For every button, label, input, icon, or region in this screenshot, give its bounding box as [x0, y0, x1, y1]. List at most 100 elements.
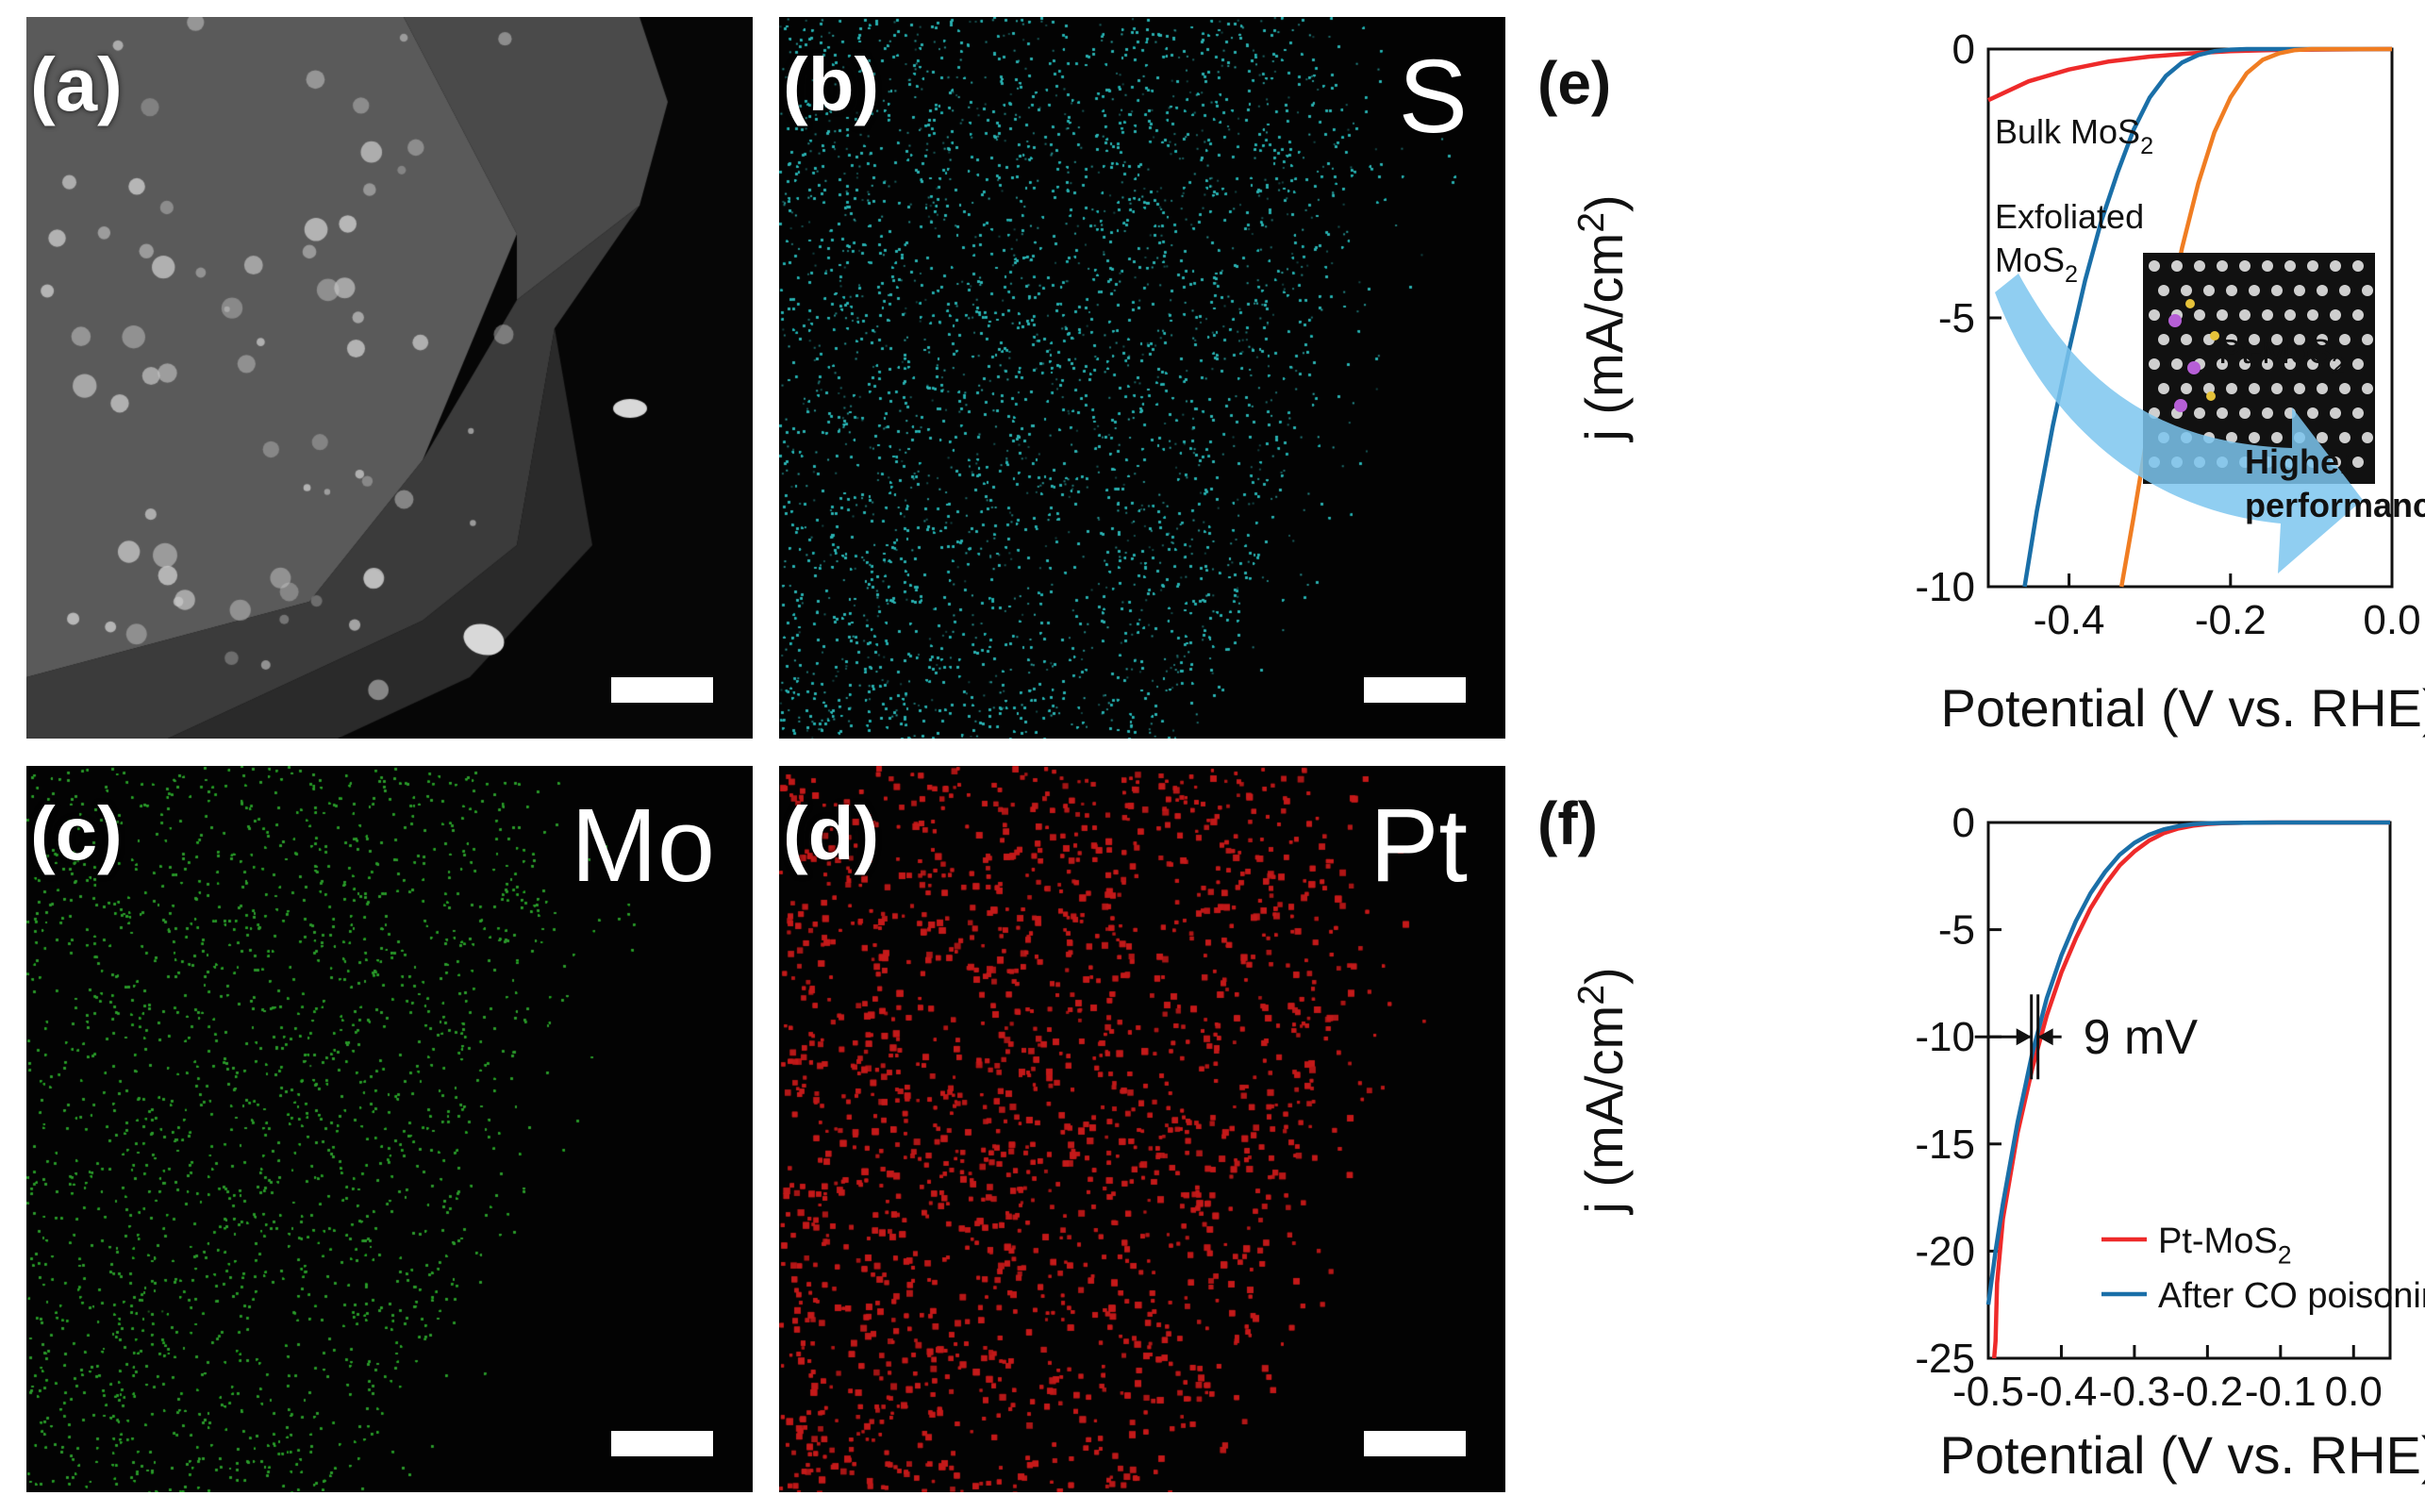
- higher-performance-arrow: [1995, 274, 2363, 573]
- lattice-atom: [2149, 358, 2160, 370]
- lattice-atom: [2249, 334, 2260, 345]
- lattice-atom: [2239, 407, 2251, 419]
- lattice-atom: [2271, 334, 2283, 345]
- label-bulk-mos2: Bulk MoS2: [1995, 112, 2153, 159]
- sem-micrograph: [26, 17, 753, 739]
- x-tick-label: -0.4: [2026, 1369, 2098, 1415]
- lattice-atom: [2294, 383, 2305, 394]
- element-label-pt: Pt: [1370, 788, 1468, 904]
- chart-f-co-poisoning: (f) -0.5 -0.4 -0.3 -0.2 -0.1 0.0 0 -5 -10 -15 -20 -…: [1537, 789, 2425, 1485]
- lattice-atom: [2330, 407, 2341, 419]
- lattice-atom: [2271, 383, 2283, 394]
- y-tick-label: 0: [1952, 800, 1975, 846]
- scale-bar: [1364, 1431, 1466, 1456]
- lattice-atom: [2307, 358, 2318, 370]
- x-tick-label: -0.5: [1952, 1369, 2024, 1415]
- lattice-atom: [2203, 285, 2215, 296]
- lattice-atom: [2339, 334, 2350, 345]
- lattice-atom: [2226, 383, 2237, 394]
- lattice-atom: [2330, 260, 2341, 272]
- sulfur-atom: [2206, 391, 2216, 401]
- label-exfoliated: Exfoliated: [1995, 197, 2144, 236]
- lattice-atom: [2158, 285, 2169, 296]
- y-tick-label: -5: [1938, 907, 1975, 954]
- element-label-s: S: [1398, 39, 1468, 155]
- lattice-atom: [2294, 334, 2305, 345]
- lattice-atom: [2194, 260, 2205, 272]
- lattice-atom: [2149, 260, 2160, 272]
- lattice-atom: [2284, 309, 2296, 321]
- lattice-atom: [2339, 432, 2350, 443]
- lattice-atom: [2262, 407, 2273, 419]
- scale-bar: [1364, 677, 1466, 703]
- lattice-atom: [2339, 383, 2350, 394]
- series-line: [1985, 820, 2390, 1305]
- lattice-atom: [2307, 309, 2318, 321]
- legend-label: Pt-MoS2: [2158, 1221, 2292, 1269]
- panel-label-b: (b): [783, 42, 880, 126]
- sulfur-atom: [2210, 331, 2219, 341]
- x-axis-label: Potential (V vs. RHE): [1939, 1425, 2425, 1485]
- x-tick-label: 0.0: [2363, 597, 2420, 643]
- y-tick-label: -10: [1915, 1014, 1975, 1060]
- x-tick-label: 0.0: [2325, 1369, 2383, 1415]
- pt-atom: [2187, 361, 2201, 374]
- panel-c-mo-map: (c) Mo: [26, 766, 753, 1492]
- x-tick-label: -0.3: [2099, 1369, 2170, 1415]
- arrow-left-head: [2016, 1028, 2032, 1046]
- lattice-atom: [2226, 334, 2237, 345]
- lattice-atom: [2171, 260, 2183, 272]
- lattice-atom: [2330, 358, 2341, 370]
- y-axis-label: j (mA/cm2): [1571, 967, 1634, 1215]
- panel-a-sem-image: (a): [26, 17, 753, 739]
- label-performance: performance: [2245, 486, 2425, 524]
- legend-label: After CO poisoning: [2158, 1276, 2425, 1316]
- lattice-atom: [2307, 407, 2318, 419]
- lattice-atom: [2262, 260, 2273, 272]
- label-pt-mos2: Pt-MoS2: [2218, 332, 2345, 379]
- lattice-atom: [2217, 309, 2228, 321]
- lattice-atom: [2284, 260, 2296, 272]
- panel-d-pt-map: (d) Pt: [779, 766, 1505, 1492]
- lattice-atom: [2362, 383, 2373, 394]
- lattice-atom: [2271, 285, 2283, 296]
- lattice-atom: [2194, 407, 2205, 419]
- y-tick-label: -10: [1915, 564, 1975, 610]
- lattice-atom: [2226, 432, 2237, 443]
- lattice-atom: [2352, 309, 2364, 321]
- lattice-atom: [2239, 260, 2251, 272]
- panel-label-f: (f): [1537, 789, 1598, 857]
- lattice-atom: [2217, 407, 2228, 419]
- lattice-atom: [2158, 334, 2169, 345]
- x-tick-label: -0.1: [2245, 1369, 2317, 1415]
- lattice-atom: [2203, 383, 2215, 394]
- y-axis-label: j (mA/cm2): [1571, 194, 1634, 442]
- lattice-atom: [2271, 432, 2283, 443]
- lattice-atom: [2352, 260, 2364, 272]
- lattice-atom: [2194, 309, 2205, 321]
- lattice-atom: [2352, 407, 2364, 419]
- y-tick-label: -20: [1915, 1228, 1975, 1274]
- panel-label-a: (a): [30, 42, 123, 126]
- lattice-atom: [2330, 309, 2341, 321]
- label-9mv: 9 mV: [2084, 1010, 2199, 1065]
- pt-element-map: [779, 766, 1505, 1492]
- lattice-atom: [2362, 285, 2373, 296]
- panel-label-c: (c): [30, 791, 123, 875]
- y-tick-label: -15: [1915, 1122, 1975, 1168]
- lattice-atom: [2352, 358, 2364, 370]
- y-tick-label: 0: [1952, 26, 1975, 73]
- s-element-map: [779, 17, 1505, 739]
- panel-label-d: (d): [783, 791, 880, 875]
- lattice-atom: [2284, 358, 2296, 370]
- lattice-atom: [2339, 285, 2350, 296]
- y-tick-label: -5: [1938, 295, 1975, 341]
- element-label-mo: Mo: [571, 788, 715, 904]
- lattice-atom: [2362, 432, 2373, 443]
- plot-frame: [1986, 821, 2392, 1360]
- lattice-atom: [2262, 358, 2273, 370]
- lattice-atom: [2317, 334, 2328, 345]
- lattice-atom: [2317, 432, 2328, 443]
- lattice-atom: [2181, 383, 2192, 394]
- lattice-atom: [2217, 260, 2228, 272]
